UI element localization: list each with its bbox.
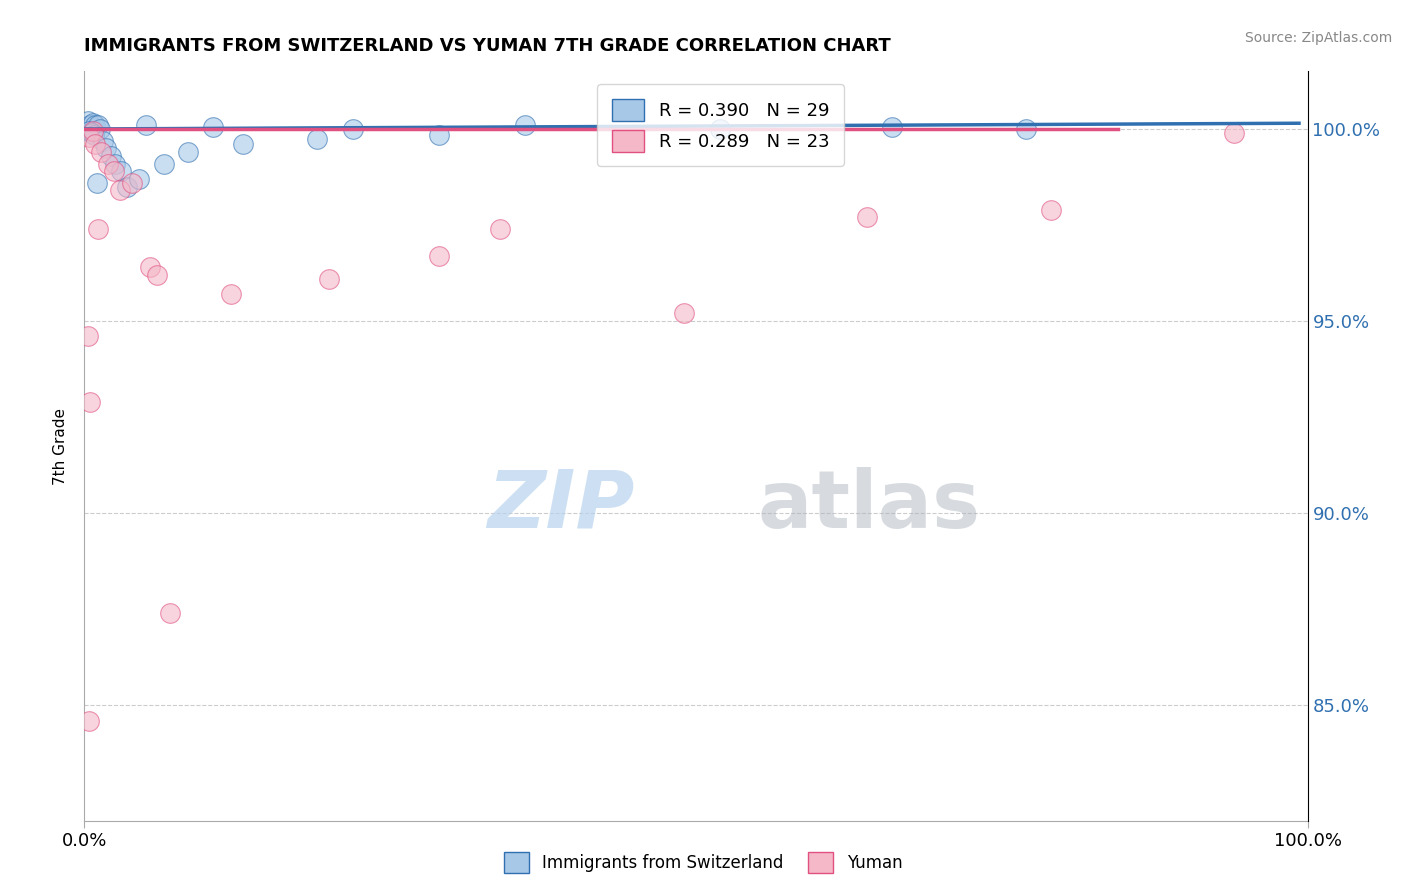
Point: [77, 714, 100, 728]
Text: IMMIGRANTS FROM SWITZERLAND VS YUMAN 7TH GRADE CORRELATION CHART: IMMIGRANTS FROM SWITZERLAND VS YUMAN 7TH…: [84, 37, 891, 54]
Point: [82, 116, 104, 130]
Point: [77, 114, 100, 128]
Point: [219, 287, 242, 301]
Point: [86, 176, 108, 190]
Legend: R = 0.390   N = 29, R = 0.289   N = 23: R = 0.390 N = 29, R = 0.289 N = 23: [598, 84, 844, 166]
Point: [856, 211, 879, 225]
Point: [1015, 122, 1038, 136]
Text: atlas: atlas: [758, 467, 980, 545]
Point: [97, 156, 120, 170]
Point: [84, 137, 107, 152]
Point: [89, 122, 111, 136]
Point: [135, 118, 157, 132]
Point: [103, 164, 125, 178]
Point: [709, 122, 731, 136]
Point: [79, 118, 101, 132]
Point: [79, 394, 101, 409]
Point: [110, 164, 132, 178]
Point: [104, 156, 127, 170]
Point: [87, 118, 110, 132]
Point: [77, 129, 100, 144]
Point: [83, 128, 105, 142]
Point: [153, 156, 176, 170]
Text: Source: ZipAtlas.com: Source: ZipAtlas.com: [1244, 31, 1392, 45]
Point: [108, 184, 131, 198]
Point: [80, 126, 103, 140]
Point: [427, 249, 450, 263]
Point: [232, 137, 254, 152]
Point: [139, 260, 162, 275]
Point: [177, 145, 200, 159]
Point: [121, 176, 143, 190]
Point: [96, 141, 118, 155]
Point: [427, 128, 450, 142]
Point: [90, 145, 112, 159]
Point: [82, 124, 104, 138]
Point: [513, 118, 536, 132]
Point: [880, 120, 903, 134]
Point: [489, 222, 512, 236]
Point: [128, 172, 150, 186]
Text: ZIP: ZIP: [488, 467, 636, 545]
Legend: Immigrants from Switzerland, Yuman: Immigrants from Switzerland, Yuman: [496, 846, 910, 880]
Point: [77, 124, 100, 138]
Point: [91, 134, 114, 148]
Point: [159, 606, 181, 620]
Point: [305, 131, 328, 145]
Point: [87, 222, 110, 236]
Point: [342, 122, 364, 136]
Point: [145, 268, 167, 282]
Point: [1039, 202, 1062, 217]
Point: [672, 306, 695, 320]
Point: [115, 179, 138, 194]
Point: [84, 118, 107, 132]
Y-axis label: 7th Grade: 7th Grade: [53, 408, 69, 484]
Point: [201, 120, 224, 134]
Point: [1223, 126, 1246, 140]
Point: [77, 329, 100, 343]
Point: [318, 272, 340, 286]
Point: [100, 149, 122, 163]
